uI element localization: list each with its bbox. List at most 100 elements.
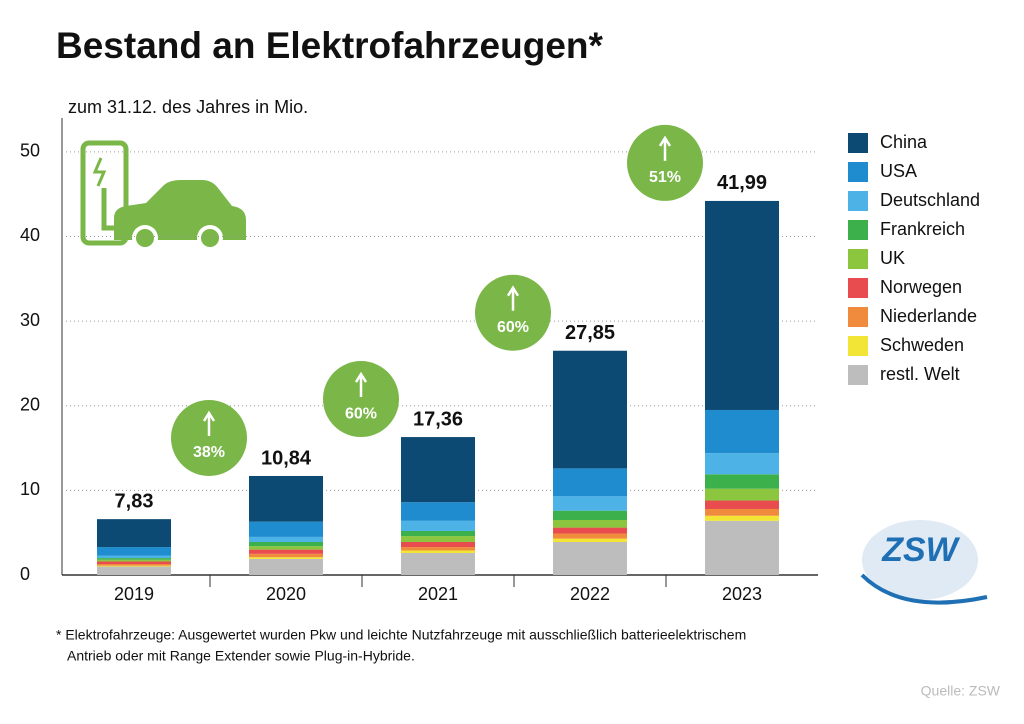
- y-tick-label: 30: [20, 310, 40, 330]
- x-tick-label: 2021: [418, 584, 458, 604]
- bar-segment: [705, 488, 779, 501]
- source: Quelle: ZSW: [921, 683, 1001, 699]
- bar-segment: [401, 541, 475, 548]
- total-label: 10,84: [261, 447, 312, 469]
- bar-segment: [705, 409, 779, 454]
- legend-label: Niederlande: [880, 306, 977, 326]
- growth-badge: [475, 274, 551, 351]
- y-tick-label: 20: [20, 394, 40, 414]
- bar-segment: [97, 561, 171, 564]
- bar-segment: [553, 350, 627, 469]
- growth-badge: [323, 361, 399, 438]
- bar-segment: [97, 555, 171, 559]
- total-label: 41,99: [717, 172, 767, 194]
- legend-swatch: [848, 220, 868, 240]
- bar-segment: [97, 559, 171, 562]
- car-body: [114, 180, 246, 251]
- bar-segment: [249, 553, 323, 558]
- bar-segment: [553, 527, 627, 534]
- bar-segment: [249, 549, 323, 554]
- legend-label: Schweden: [880, 335, 964, 355]
- y-tick-label: 10: [20, 479, 40, 499]
- total-label: 17,36: [413, 408, 463, 430]
- growth-label: 51%: [649, 169, 681, 186]
- bar-segment: [401, 550, 475, 553]
- bar-segment: [553, 538, 627, 542]
- bar-segment: [705, 520, 779, 575]
- bar-segment: [705, 515, 779, 521]
- x-tick-label: 2019: [114, 584, 154, 604]
- legend-label: Deutschland: [880, 190, 980, 210]
- legend-label: UK: [880, 248, 905, 268]
- bar-segment: [705, 474, 779, 489]
- legend-label: China: [880, 132, 928, 152]
- legend-label: restl. Welt: [880, 364, 960, 384]
- bar-segment: [401, 547, 475, 551]
- legend-swatch: [848, 365, 868, 385]
- logo-text: ZSW: [881, 531, 960, 569]
- total-label: 7,83: [115, 490, 154, 512]
- x-tick-label: 2022: [570, 584, 610, 604]
- bar-segment: [249, 536, 323, 542]
- growth-label: 60%: [497, 319, 529, 336]
- bar-segment: [553, 510, 627, 520]
- growth-label: 38%: [193, 444, 225, 461]
- bar-segment: [249, 558, 323, 575]
- legend-swatch: [848, 133, 868, 153]
- bar-segment: [705, 508, 779, 516]
- bar-segment: [401, 437, 475, 503]
- logo: ZSW: [860, 520, 988, 605]
- bar-segment: [553, 541, 627, 575]
- legend-swatch: [848, 336, 868, 356]
- chart-title: Bestand an Elektrofahrzeugen*: [56, 25, 604, 66]
- legend-label: Frankreich: [880, 219, 965, 239]
- legend-swatch: [848, 278, 868, 298]
- y-tick-label: 0: [20, 564, 30, 584]
- bar-segment: [97, 519, 171, 548]
- legend-swatch: [848, 307, 868, 327]
- bar-segment: [553, 519, 627, 528]
- y-tick-label: 50: [20, 141, 40, 161]
- legend-label: USA: [880, 161, 917, 181]
- bar-segment: [97, 565, 171, 567]
- y-tick-label: 40: [20, 225, 40, 245]
- bar-segment: [401, 552, 475, 575]
- bar-segment: [97, 547, 171, 556]
- bar-segment: [401, 530, 475, 537]
- bar-segment: [97, 566, 171, 575]
- bar-segment: [249, 521, 323, 537]
- footnote: Antrieb oder mit Range Extender sowie Pl…: [67, 648, 415, 664]
- bar-segment: [401, 520, 475, 531]
- growth-arrow: [354, 371, 368, 398]
- bar-segment: [249, 546, 323, 550]
- growth-badge: [627, 124, 703, 201]
- bar-segment: [401, 502, 475, 521]
- car-icon: [80, 140, 129, 246]
- x-tick-label: 2020: [266, 584, 306, 604]
- bar-segment: [249, 475, 323, 522]
- growth-arrow: [202, 410, 216, 436]
- bar-segment: [97, 558, 171, 560]
- bar-segment: [249, 541, 323, 547]
- footnote: * Elektrofahrzeuge: Ausgewertet wurden P…: [56, 627, 746, 643]
- growth-badge: [171, 399, 247, 476]
- growth-arrow: [506, 285, 520, 311]
- bar-segment: [401, 536, 475, 542]
- bar-segment: [249, 557, 323, 559]
- x-tick-label: 2023: [722, 584, 762, 604]
- legend-swatch: [848, 162, 868, 182]
- bar-segment: [705, 453, 779, 475]
- bar-segment: [553, 496, 627, 511]
- bar-segment: [553, 468, 627, 497]
- growth-label: 60%: [345, 405, 377, 422]
- total-label: 27,85: [565, 322, 615, 344]
- legend-swatch: [848, 249, 868, 269]
- chart-subtitle: zum 31.12. des Jahres in Mio.: [68, 97, 308, 117]
- legend-label: Norwegen: [880, 277, 962, 297]
- growth-arrow: [658, 135, 672, 161]
- bar-segment: [553, 533, 627, 539]
- bar-segment: [705, 500, 779, 509]
- bar-segment: [705, 200, 779, 410]
- bar-segment: [97, 563, 171, 566]
